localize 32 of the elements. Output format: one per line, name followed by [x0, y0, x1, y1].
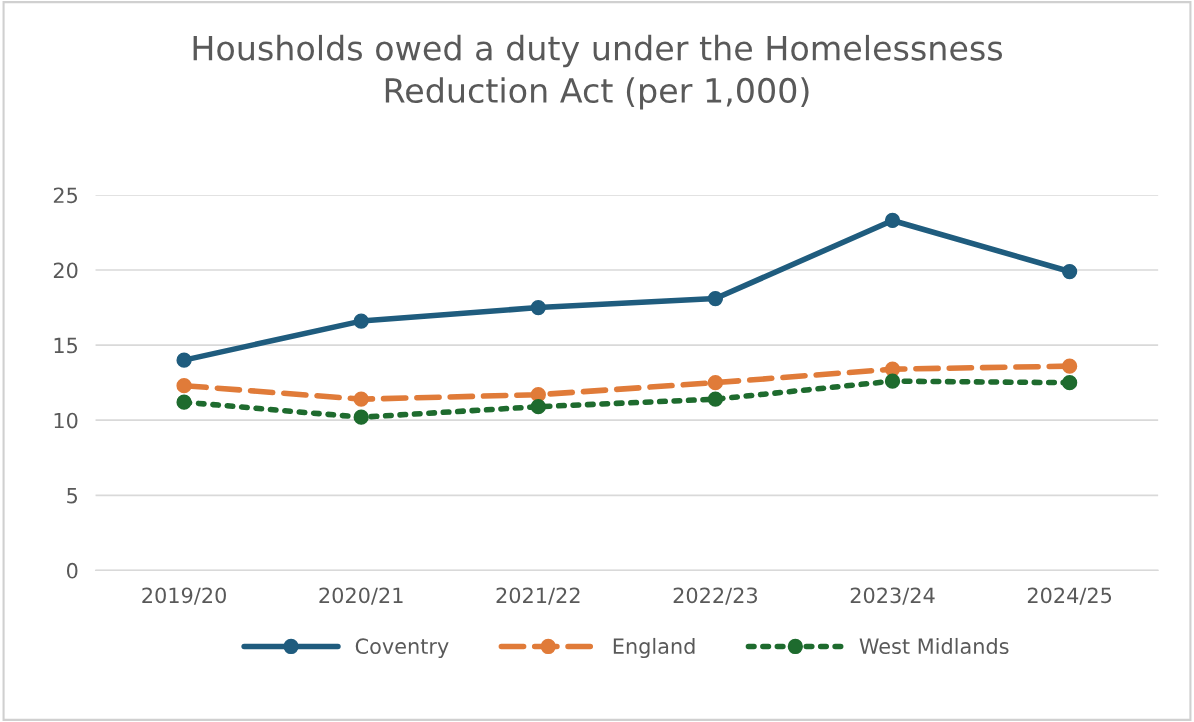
y-tick-label: 15	[54, 337, 78, 354]
point	[176, 394, 192, 410]
point	[1061, 358, 1078, 374]
point	[1061, 375, 1078, 391]
x-tick-label: 2024/25	[1027, 587, 1112, 605]
y-tick-label: 10	[54, 412, 78, 429]
point	[707, 290, 724, 307]
point	[353, 391, 369, 407]
point	[707, 391, 724, 407]
point	[884, 212, 901, 229]
y-tick-label: 25	[53, 187, 78, 204]
y-tick-label: 0	[66, 562, 78, 579]
point	[353, 313, 369, 329]
y-tick-label: 5	[67, 488, 78, 504]
chart-title: Housholds owed a duty under the Homelessness Reduction Act (per 1,000)	[193, 34, 1003, 110]
x-tick-label: 2022/23	[673, 587, 758, 605]
point	[530, 299, 546, 316]
legend-label: West Midlands	[859, 637, 1009, 655]
point	[530, 399, 546, 415]
point	[176, 378, 192, 394]
x-tick-label: 2023/24	[850, 587, 935, 605]
point	[1061, 263, 1078, 280]
x-tick-label: 2021/22	[496, 587, 580, 605]
x-tick-label: 2019/20	[142, 587, 226, 605]
point	[884, 373, 901, 389]
x-tick-label: 2020/21	[319, 587, 403, 605]
legend-label: England	[613, 637, 695, 659]
point	[353, 409, 369, 425]
point	[176, 352, 192, 368]
y-tick-label: 20	[53, 262, 78, 279]
legend-label: Coventry	[355, 638, 449, 659]
point	[707, 375, 724, 391]
